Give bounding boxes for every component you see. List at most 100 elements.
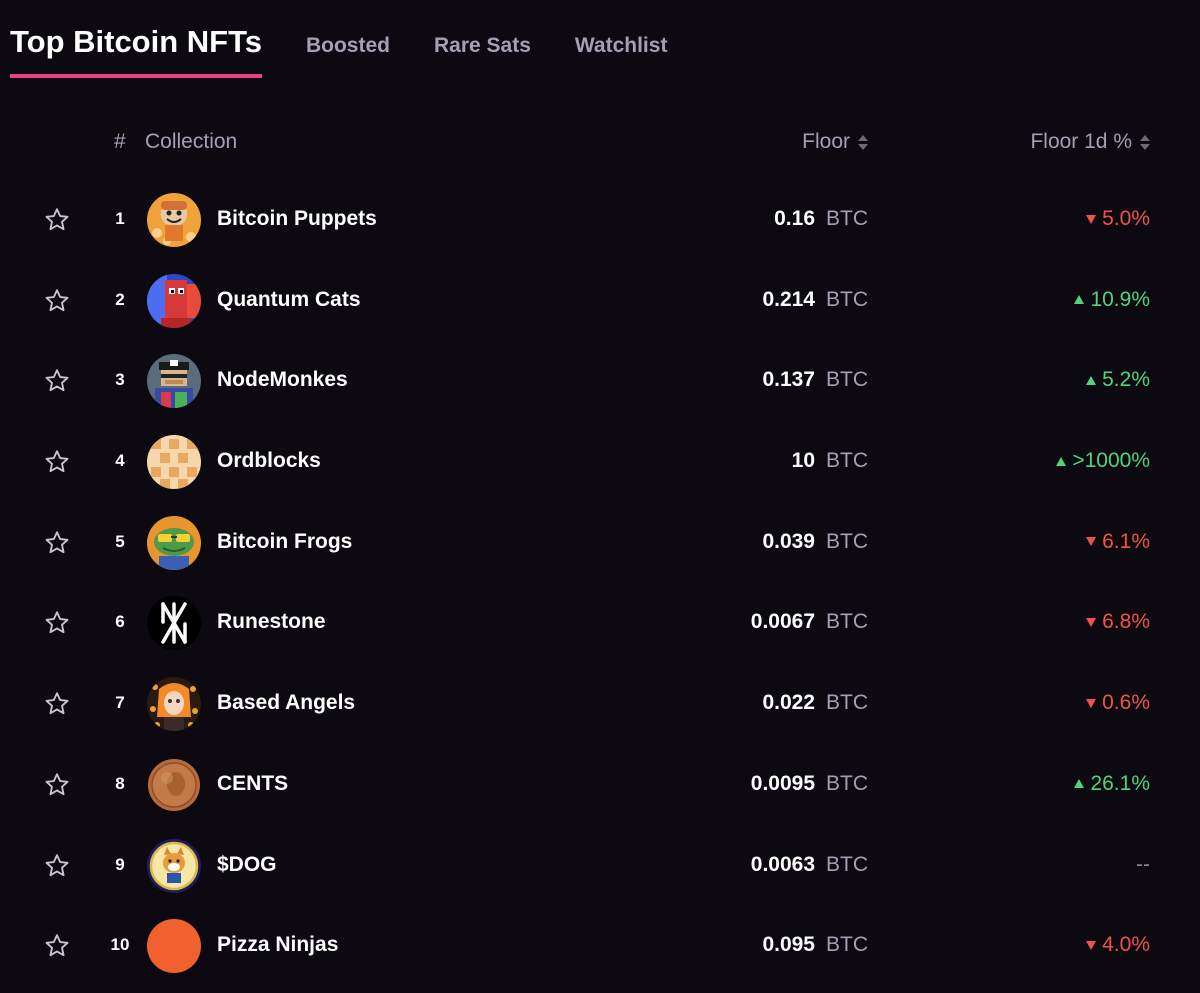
collection-name[interactable]: $DOG bbox=[217, 852, 277, 876]
floor-unit: BTC bbox=[826, 852, 868, 876]
floor-change-sort-header[interactable]: Floor 1d % bbox=[1030, 130, 1150, 154]
floor-sort-header[interactable]: Floor bbox=[802, 130, 868, 154]
rank-number: 7 bbox=[115, 693, 125, 713]
floor-price: 0.039 BTC bbox=[762, 530, 868, 554]
floor-change: >1000% bbox=[1056, 449, 1150, 473]
collection-name[interactable]: Runestone bbox=[217, 610, 326, 634]
triangle-up-icon bbox=[1086, 375, 1097, 385]
tab-boosted[interactable]: Boosted bbox=[305, 34, 390, 57]
floor-price: 0.137 BTC bbox=[762, 368, 868, 392]
star-icon[interactable] bbox=[43, 529, 71, 557]
collection-name[interactable]: Pizza Ninjas bbox=[217, 933, 339, 957]
floor-unit: BTC bbox=[826, 610, 868, 634]
table-header: # Collection Floor Floor 1d % bbox=[0, 128, 1200, 158]
floor-change-header-label: Floor 1d % bbox=[1030, 130, 1132, 153]
tab-watchlist[interactable]: Watchlist bbox=[574, 34, 668, 57]
quantum-cats-avatar[interactable] bbox=[147, 273, 201, 328]
floor-value: 0.0067 bbox=[750, 610, 815, 634]
collection-name[interactable]: Bitcoin Puppets bbox=[217, 207, 377, 230]
star-icon[interactable] bbox=[43, 206, 71, 234]
floor-value: 10 bbox=[791, 449, 815, 473]
triangle-up-icon bbox=[1074, 295, 1085, 305]
rank-number: 3 bbox=[115, 370, 125, 390]
based-angels-avatar[interactable] bbox=[147, 677, 201, 732]
triangle-down-icon bbox=[1086, 617, 1097, 627]
table-row[interactable]: 2 Quantum Cats 0.214 BTC 10.9% bbox=[0, 261, 1200, 342]
table-row[interactable]: 1 Bitcoin Puppets 0.16 BTC 5.0% bbox=[0, 180, 1200, 261]
floor-price: 0.16 BTC bbox=[774, 207, 868, 231]
floor-value: 0.137 bbox=[762, 368, 815, 392]
floor-change: 0.6% bbox=[1086, 691, 1150, 715]
nodemonkes-avatar[interactable] bbox=[147, 354, 201, 409]
triangle-up-icon bbox=[1056, 456, 1067, 466]
floor-change: 26.1% bbox=[1074, 772, 1150, 796]
floor-value: 0.039 bbox=[762, 529, 815, 553]
floor-change: 6.1% bbox=[1086, 530, 1150, 554]
rank-number: 5 bbox=[115, 531, 125, 551]
collection-name[interactable]: Bitcoin Frogs bbox=[217, 529, 353, 553]
triangle-up-icon bbox=[1074, 779, 1085, 789]
floor-price: 0.0067 BTC bbox=[751, 610, 868, 634]
rank-number: 10 bbox=[110, 935, 130, 955]
floor-price: 0.0063 BTC bbox=[751, 853, 868, 877]
collection-name[interactable]: Based Angels bbox=[217, 691, 356, 715]
tab-top-bitcoin-nfts[interactable]: Top Bitcoin NFTs bbox=[10, 24, 262, 78]
star-icon[interactable] bbox=[43, 448, 71, 476]
tab-rare-sats[interactable]: Rare Sats bbox=[433, 34, 531, 57]
table-row[interactable]: 9 $DOG 0.0063 BTC -- bbox=[0, 826, 1200, 907]
rank-number: 2 bbox=[115, 289, 125, 309]
floor-price: 0.095 BTC bbox=[762, 933, 868, 957]
floor-price: 0.0095 BTC bbox=[751, 772, 868, 796]
table-row[interactable]: 6 Runestone 0.0067 BTC 6.8% bbox=[0, 583, 1200, 664]
floor-change-value: 5.0% bbox=[1102, 207, 1150, 230]
collection-name[interactable]: CENTS bbox=[217, 771, 289, 795]
floor-value: 0.095 bbox=[762, 933, 815, 957]
ordblocks-avatar[interactable] bbox=[147, 435, 201, 490]
bitcoin-frogs-avatar[interactable] bbox=[147, 515, 201, 570]
table-row[interactable]: 4 Ordblocks 10 BTC >1000% bbox=[0, 422, 1200, 503]
triangle-down-icon bbox=[1086, 214, 1097, 224]
floor-header-label: Floor bbox=[802, 130, 850, 153]
table-row[interactable]: 8 CENTS 0.0095 BTC 26.1% bbox=[0, 745, 1200, 826]
floor-unit: BTC bbox=[826, 933, 868, 957]
star-icon[interactable] bbox=[43, 771, 71, 799]
table-row[interactable]: 10 Pizza Ninjas 0.095 BTC 4.0% bbox=[0, 906, 1200, 987]
floor-unit: BTC bbox=[826, 207, 868, 230]
collection-header: Collection bbox=[145, 130, 238, 153]
floor-change-value: >1000% bbox=[1072, 449, 1150, 473]
floor-value: 0.214 bbox=[762, 287, 815, 311]
table-row[interactable]: 3 NodeMonkes 0.137 BTC 5.2% bbox=[0, 341, 1200, 422]
rank-number: 9 bbox=[115, 854, 125, 874]
floor-change-value: 0.6% bbox=[1102, 691, 1150, 715]
triangle-down-icon bbox=[1086, 940, 1097, 950]
table-row[interactable]: 5 Bitcoin Frogs 0.039 BTC 6.1% bbox=[0, 503, 1200, 584]
cents-avatar[interactable] bbox=[147, 757, 201, 812]
floor-unit: BTC bbox=[826, 771, 868, 795]
runestone-avatar[interactable] bbox=[147, 596, 201, 651]
floor-price: 0.022 BTC bbox=[762, 691, 868, 715]
floor-change-value: -- bbox=[1136, 852, 1150, 876]
floor-unit: BTC bbox=[826, 287, 868, 311]
pizza-ninjas-avatar[interactable] bbox=[147, 919, 201, 974]
star-icon[interactable] bbox=[43, 690, 71, 718]
star-icon[interactable] bbox=[43, 852, 71, 880]
floor-unit: BTC bbox=[826, 449, 868, 473]
floor-unit: BTC bbox=[826, 368, 868, 392]
collection-table-body: 1 Bitcoin Puppets 0.16 BTC 5.0% 2 Quantum Ca… bbox=[0, 180, 1200, 987]
floor-price: 0.214 BTC bbox=[762, 288, 868, 312]
table-row[interactable]: 7 Based Angels 0.022 BTC 0.6% bbox=[0, 664, 1200, 745]
collection-name[interactable]: Ordblocks bbox=[217, 449, 321, 473]
star-icon[interactable] bbox=[43, 932, 71, 960]
star-icon[interactable] bbox=[43, 609, 71, 637]
triangle-down-icon bbox=[1086, 537, 1097, 547]
collection-name[interactable]: Quantum Cats bbox=[217, 287, 361, 311]
floor-change: 4.0% bbox=[1086, 933, 1150, 957]
collection-name[interactable]: NodeMonkes bbox=[217, 368, 348, 392]
floor-value: 0.16 bbox=[774, 207, 815, 230]
dog-avatar[interactable] bbox=[147, 838, 201, 893]
star-icon[interactable] bbox=[43, 367, 71, 395]
floor-change-value: 5.2% bbox=[1102, 368, 1150, 392]
floor-unit: BTC bbox=[826, 691, 868, 715]
bitcoin-puppets-avatar[interactable] bbox=[147, 193, 201, 247]
star-icon[interactable] bbox=[43, 287, 71, 315]
